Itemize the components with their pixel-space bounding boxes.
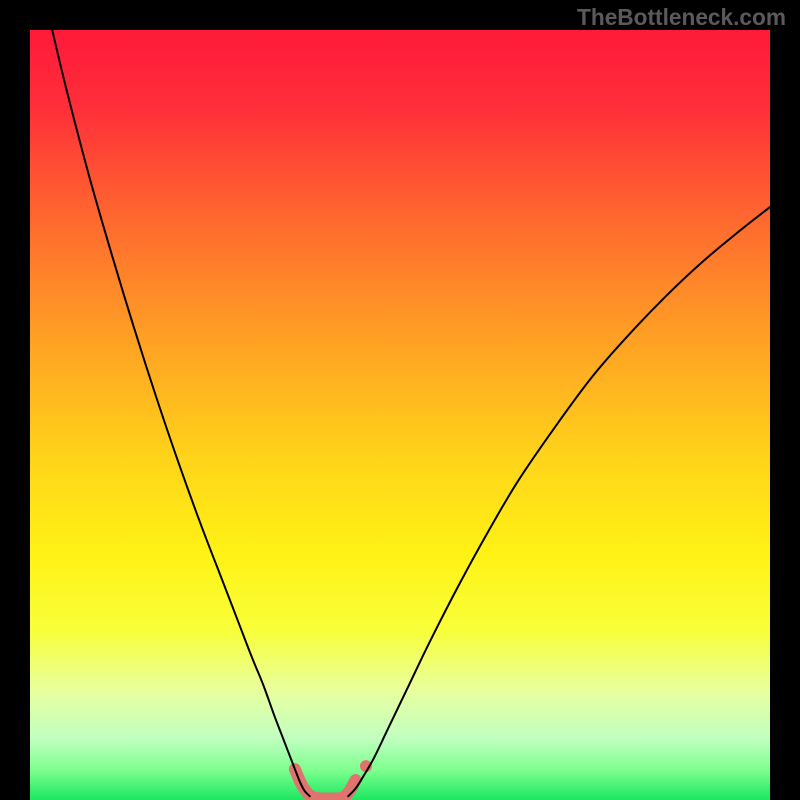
gradient-background — [30, 30, 770, 800]
plot-svg — [30, 30, 770, 800]
plot-area — [30, 30, 770, 800]
figure-frame: TheBottleneck.com — [0, 0, 800, 800]
watermark-text: TheBottleneck.com — [577, 4, 786, 31]
